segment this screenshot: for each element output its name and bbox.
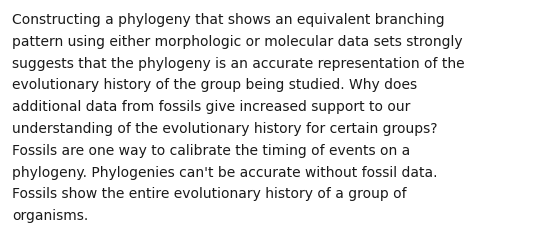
Text: organisms.: organisms. <box>12 208 88 222</box>
Text: phylogeny. Phylogenies can't be accurate without fossil data.: phylogeny. Phylogenies can't be accurate… <box>12 165 437 179</box>
Text: additional data from fossils give increased support to our: additional data from fossils give increa… <box>12 100 410 114</box>
Text: understanding of the evolutionary history for certain groups?: understanding of the evolutionary histor… <box>12 122 437 136</box>
Text: evolutionary history of the group being studied. Why does: evolutionary history of the group being … <box>12 78 417 92</box>
Text: suggests that the phylogeny is an accurate representation of the: suggests that the phylogeny is an accura… <box>12 56 465 70</box>
Text: Fossils are one way to calibrate the timing of events on a: Fossils are one way to calibrate the tim… <box>12 143 410 157</box>
Text: Constructing a phylogeny that shows an equivalent branching: Constructing a phylogeny that shows an e… <box>12 13 445 27</box>
Text: Fossils show the entire evolutionary history of a group of: Fossils show the entire evolutionary his… <box>12 187 407 200</box>
Text: pattern using either morphologic or molecular data sets strongly: pattern using either morphologic or mole… <box>12 35 463 48</box>
